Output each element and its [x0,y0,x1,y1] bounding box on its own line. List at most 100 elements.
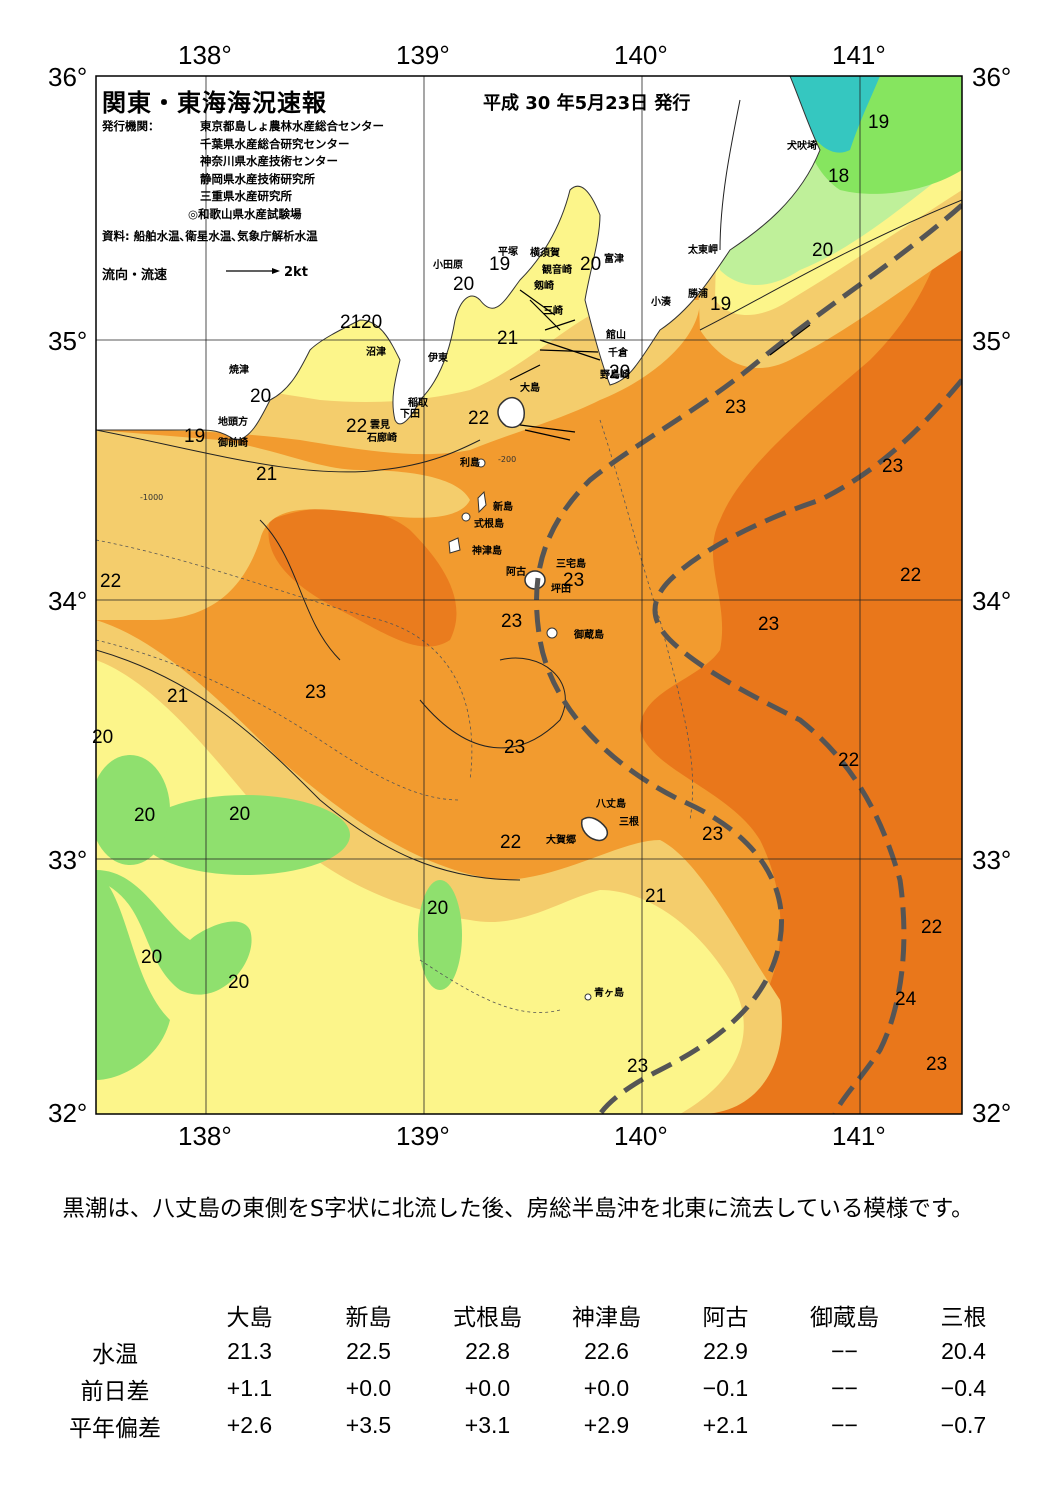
lat-label-35-left: 35° [48,326,87,356]
isotherm-label: 20 [141,947,162,968]
table-cell: +3.1 [464,1412,511,1438]
place-name: 式根島 [474,517,504,530]
isotherm-label: 21 [167,686,188,707]
kuroshio-summary: 黒潮は、八丈島の東側をS字状に北流した後、房総半島沖を北東に流去している模様です… [48,1192,1008,1226]
sea-zone-21 [96,660,744,1114]
agency-name: 三重県水産研究所 [200,189,292,203]
lat-label-36-right: 36° [972,62,1011,92]
isotherm-label: 20 [229,804,250,825]
isotherm-label: 20 [92,727,113,748]
station-name: 御蔵島 [810,1304,879,1331]
sea-zone-24 [590,150,962,1114]
lat-label-34-right: 34° [972,586,1011,616]
agency-name: 神奈川県水産技術センター [200,154,338,168]
lon-label-138-bottom: 138° [178,1121,232,1151]
row-label: 平年偏差 [69,1415,161,1442]
place-name: 富津 [604,252,624,265]
place-name: 石廊崎 [366,431,397,444]
depth-contours [96,419,694,1013]
isotherm-labels: 19 18 20 19 20 19 20 21 20 21 20 20 19 2… [92,112,947,1077]
lon-label-141-bottom: 141° [832,1121,886,1151]
place-name: 下田 [400,408,420,420]
isotherm-label: 24 [895,989,917,1010]
isotherm-label: 23 [627,1056,648,1077]
place-name: 雲見 [370,419,390,431]
isotherm-label: 22 [500,832,521,853]
place-name: 平塚 [498,245,518,258]
place-name: 勝浦 [688,287,708,300]
issuing-agencies: 発行機関： 東京都島しょ農林水産総合センター 千葉県水産総合研究センター 神奈川県… [102,118,384,223]
place-name: 阿古 [506,565,526,578]
isotherm-label: 20 [453,274,474,295]
isotherm-label: 22 [900,565,921,586]
isotherm-label: 20 [250,386,271,407]
isotherm-label: 22 [838,750,859,771]
station-name: 神津島 [572,1304,641,1331]
isotherm-label: 23 [504,737,525,758]
table-cell: −− [831,1412,858,1438]
land-honshu [96,76,821,441]
place-name: 焼津 [229,363,249,376]
isotherm-label: 23 [758,614,779,635]
place-name: 神津島 [472,544,502,557]
agency-name: 千葉県水産総合研究センター [200,136,350,151]
place-name: 御蔵島 [573,628,604,641]
table-cell: +2.1 [702,1412,749,1438]
lat-label-35-right: 35° [972,326,1011,356]
land-oshima [497,396,525,429]
isotherm-lines [96,99,962,881]
station-name: 三根 [940,1304,987,1331]
lat-label-34-left: 34° [48,586,87,616]
place-name: 野島崎 [600,368,630,381]
station-name: 式根島 [453,1304,522,1331]
sea-zone-20-patch-c [96,870,252,995]
lat-label-33-right: 33° [972,845,1011,875]
table-cell: −0.4 [940,1375,987,1401]
place-name: 沼津 [366,345,386,358]
isotherm-label: 20 [134,805,155,826]
table-row: 平年偏差 +2.6 +3.5 +3.1 +2.9 +2.1 −− −0.7 [40,1407,1023,1444]
place-name: 三崎 [543,304,563,317]
data-sources: 資料: 船舶水温､衛星水温､気象庁解析水温 [102,229,318,243]
map-title: 関東・東海海況速報 [102,89,327,117]
lon-label-141-top: 141° [832,40,886,70]
isotherm-label: 21 [497,328,518,349]
place-name: 太東岬 [687,243,718,256]
lat-label-36-left: 36° [48,62,87,92]
agency-name: ◎和歌山県水産試験場 [188,206,302,221]
isotherm-label: 23 [882,456,903,477]
place-name: 大島 [520,381,540,394]
land-mikurajima [546,627,558,639]
place-name: 三根 [619,815,639,828]
table-cell: +0.0 [583,1375,630,1401]
isotherm-label: 21 [645,886,666,907]
table-cell: +1.1 [226,1375,273,1401]
lat-label-32-right: 32° [972,1098,1011,1128]
isotherm-label: 20 [580,254,601,275]
table-cell: +0.0 [464,1375,511,1401]
place-name: 坪田 [551,582,571,595]
table-header-row: 大島 新島 式根島 神津島 阿古 御蔵島 三根 [40,1296,1023,1333]
lat-label-33-left: 33° [48,845,87,875]
table-cell: −0.1 [702,1375,749,1401]
isotherm-label: 22 [468,408,489,429]
place-name: 観音崎 [542,263,572,276]
land-niijima [477,490,487,514]
place-name: 小田原 [432,258,463,271]
sea-zone-20-patch-e [418,880,462,990]
land-shikinejima [461,512,471,522]
isotherm-label: 21 [340,312,361,333]
kuroshio-axis [534,203,962,1114]
isotherm-label: 20 [427,898,448,919]
sea-zone-20-patch-b [96,755,170,865]
place-name: 伊東 [427,351,448,364]
lon-label-138-top: 138° [178,40,232,70]
place-name: 利島 [460,456,480,469]
place-name: 三宅島 [556,557,586,570]
place-name: 新島 [493,500,513,513]
place-name: 地頭方 [218,415,248,428]
isotherm-label: 23 [501,611,522,632]
place-name: 大賀郷 [546,833,576,846]
land-kozushima [448,537,461,554]
isotherm-label: 22 [921,917,942,938]
